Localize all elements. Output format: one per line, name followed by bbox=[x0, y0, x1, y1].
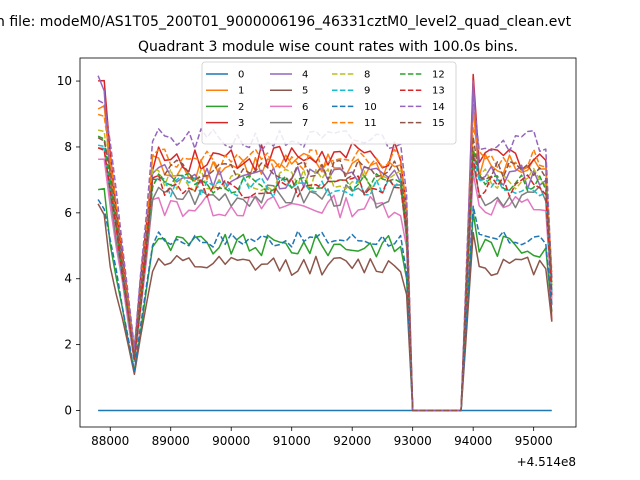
x-tick-label: 93000 bbox=[394, 434, 432, 448]
legend-label-13: 13 bbox=[432, 86, 445, 97]
legend-label-15: 15 bbox=[432, 118, 445, 129]
series-line-13 bbox=[97, 147, 553, 412]
legend-box bbox=[201, 61, 457, 145]
legend-label-6: 6 bbox=[302, 102, 308, 113]
series-line-5 bbox=[97, 203, 553, 412]
x-tick-label: 91000 bbox=[273, 434, 311, 448]
legend-label-3: 3 bbox=[238, 118, 244, 129]
series-line-8 bbox=[97, 129, 553, 412]
legend-label-11: 11 bbox=[364, 118, 377, 129]
legend-label-7: 7 bbox=[302, 118, 308, 129]
x-tick-label: 92000 bbox=[333, 434, 371, 448]
series-line-15 bbox=[97, 136, 553, 412]
y-tick-label: 2 bbox=[64, 338, 72, 352]
figure-suptitle: n file: modeM0/AS1T05_200T01_9000006196_… bbox=[0, 14, 572, 30]
series-line-9 bbox=[97, 144, 553, 412]
x-tick-label: 94000 bbox=[454, 434, 492, 448]
legend-label-2: 2 bbox=[238, 102, 244, 113]
x-tick-label: 95000 bbox=[515, 434, 553, 448]
legend-label-14: 14 bbox=[432, 102, 445, 113]
series-line-6 bbox=[98, 158, 553, 412]
y-tick-label: 8 bbox=[64, 140, 72, 154]
x-axis: 88000 89000 90000 91000 92000 93000 94000 95000 bbox=[91, 427, 553, 448]
y-axis: 0 2 4 6 8 10 bbox=[57, 74, 80, 418]
series-line-10 bbox=[97, 199, 553, 412]
x-offset-label: +4.514e8 bbox=[517, 455, 576, 469]
series-layer bbox=[97, 73, 553, 412]
plot-frame bbox=[79, 57, 577, 428]
y-tick-label: 4 bbox=[64, 272, 72, 286]
series-line-14 bbox=[97, 96, 553, 412]
y-tick-label: 6 bbox=[64, 206, 72, 220]
legend-label-8: 8 bbox=[364, 70, 370, 81]
legend-label-1: 1 bbox=[238, 86, 244, 97]
legend-label-4: 4 bbox=[302, 70, 308, 81]
legend-label-10: 10 bbox=[364, 102, 377, 113]
legend-label-0: 0 bbox=[238, 70, 244, 81]
legend-label-9: 9 bbox=[364, 86, 370, 97]
series-line-12 bbox=[97, 135, 553, 412]
x-tick-label: 88000 bbox=[91, 434, 129, 448]
series-line-1 bbox=[97, 105, 553, 412]
chart-title: Quadrant 3 module wise count rates with … bbox=[138, 39, 518, 55]
series-line-11 bbox=[97, 113, 553, 412]
y-tick-label: 10 bbox=[57, 74, 72, 88]
legend-label-5: 5 bbox=[302, 86, 308, 97]
legend-label-12: 12 bbox=[432, 70, 445, 81]
x-tick-label: 89000 bbox=[152, 434, 190, 448]
x-tick-label: 90000 bbox=[212, 434, 250, 448]
y-tick-label: 0 bbox=[64, 404, 72, 418]
